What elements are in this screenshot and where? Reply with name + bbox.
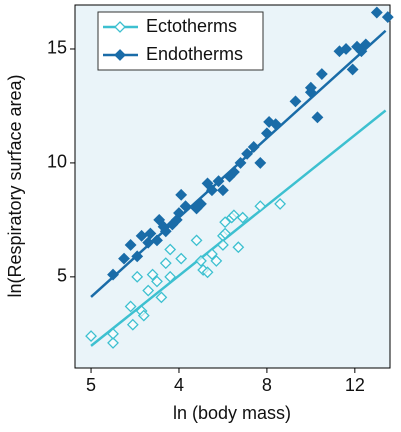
- data-point: [236, 211, 249, 224]
- data-point: [164, 270, 177, 283]
- data-point: [247, 141, 260, 153]
- data-point: [201, 177, 214, 190]
- y-tick-label: 15: [47, 38, 67, 58]
- x-axis-label: ln (body mass): [173, 403, 291, 423]
- data-point: [260, 127, 273, 140]
- data-point: [311, 111, 324, 124]
- data-point: [206, 184, 218, 197]
- data-point: [135, 229, 148, 242]
- data-point: [131, 250, 144, 263]
- data-point: [289, 95, 302, 108]
- data-point: [164, 243, 177, 256]
- x-tick-label: 12: [345, 375, 365, 395]
- data-point: [217, 239, 229, 251]
- data-point: [124, 239, 137, 251]
- data-point: [212, 175, 225, 188]
- data-point: [219, 216, 232, 229]
- data-point: [381, 11, 394, 23]
- y-axis-label: ln(Respiratory surface area): [5, 74, 25, 297]
- data-point: [359, 38, 372, 51]
- data-point: [85, 330, 97, 343]
- legend-label: Endotherms: [146, 44, 243, 64]
- data-point: [370, 6, 383, 19]
- legend-label: Ectotherms: [146, 16, 237, 36]
- data-point: [131, 270, 144, 283]
- x-tick-label: 8: [262, 375, 272, 395]
- data-point: [228, 166, 240, 178]
- data-point: [159, 225, 172, 238]
- data-point: [170, 213, 183, 226]
- data-point: [118, 252, 130, 265]
- data-point: [254, 156, 267, 169]
- legend-marker: [114, 21, 126, 33]
- data-point: [234, 156, 247, 169]
- data-point: [173, 207, 185, 219]
- data-point: [232, 241, 245, 254]
- legend-box: [97, 11, 264, 71]
- data-point: [107, 268, 119, 281]
- data-point: [142, 236, 155, 249]
- data-point: [124, 300, 137, 313]
- data-point: [107, 327, 119, 340]
- data-point: [153, 213, 166, 226]
- data-point: [206, 248, 218, 260]
- data-point: [228, 209, 240, 222]
- data-point: [219, 227, 232, 240]
- data-point: [179, 200, 192, 213]
- data-point: [151, 234, 163, 247]
- data-point: [340, 43, 352, 55]
- data-point: [241, 147, 254, 160]
- data-point: [195, 198, 207, 210]
- legend-marker: [114, 49, 126, 61]
- data-point: [304, 81, 317, 94]
- data-point: [269, 118, 282, 131]
- data-point: [155, 291, 168, 304]
- data-point: [274, 198, 287, 210]
- data-point: [175, 188, 188, 201]
- data-point: [201, 266, 214, 279]
- data-point: [151, 275, 163, 288]
- data-point: [315, 68, 328, 80]
- data-point: [254, 200, 267, 213]
- data-point: [355, 45, 368, 58]
- x-tick-label: 4: [174, 375, 184, 395]
- data-point: [107, 337, 119, 349]
- data-point: [142, 284, 155, 297]
- data-point: [137, 309, 150, 322]
- data-point: [217, 184, 229, 197]
- data-point: [144, 227, 157, 240]
- y-tick-label: 10: [47, 152, 67, 172]
- data-point: [126, 318, 139, 331]
- data-point: [190, 234, 203, 247]
- data-point: [346, 63, 359, 76]
- data-point: [175, 252, 188, 265]
- x-tick-label: 5: [86, 375, 96, 395]
- data-point: [146, 268, 159, 281]
- data-point: [195, 254, 207, 267]
- y-tick-label: 5: [57, 266, 67, 286]
- data-point: [159, 257, 172, 270]
- data-point: [210, 254, 223, 267]
